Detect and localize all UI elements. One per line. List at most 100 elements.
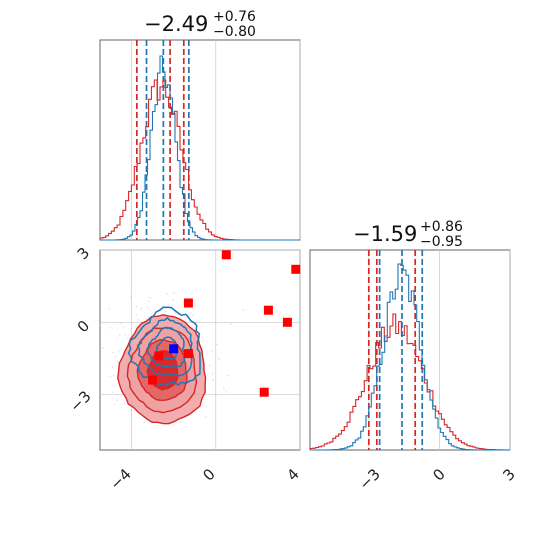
scatter-point <box>164 310 166 313</box>
joint-blue-contours <box>127 306 201 386</box>
scatter-point <box>123 333 126 336</box>
x-tick-label: 3 <box>499 465 518 484</box>
scatter-point <box>223 387 225 390</box>
scatter-point <box>117 360 119 363</box>
hist-param-1-panel: −2.49 +0.76 −0.80 <box>99 9 301 241</box>
scatter-point <box>149 296 151 299</box>
red-square-marker <box>259 387 269 397</box>
scatter-point <box>148 316 150 318</box>
hist-param-1-grid <box>131 40 301 240</box>
scatter-point <box>173 292 175 295</box>
scatter-point <box>119 322 122 324</box>
scatter-point <box>145 318 147 320</box>
scatter-point <box>215 343 218 346</box>
blue-contour <box>146 326 186 369</box>
scatter-point <box>116 399 118 402</box>
scatter-point <box>242 309 245 311</box>
x-tick-label: 4 <box>283 465 302 484</box>
scatter-point <box>204 416 207 418</box>
scatter-point <box>119 334 121 337</box>
joint-markers <box>148 250 301 397</box>
scatter-point <box>227 374 229 377</box>
scatter-point <box>225 390 227 393</box>
joint-red-contours <box>117 314 207 425</box>
scatter-point <box>230 323 232 325</box>
hist-param-1-err-plus: +0.76 <box>213 9 256 25</box>
scatter-point <box>212 379 214 381</box>
hist-param-2-grid <box>368 250 511 450</box>
hist-param-1-blue-histogram <box>100 55 300 241</box>
scatter-point <box>141 307 143 310</box>
scatter-point <box>111 366 114 368</box>
scatter-point <box>117 350 120 352</box>
scatter-point <box>123 326 125 329</box>
hist-param-2-tick-labels: −3 0 3 <box>355 465 518 493</box>
hist-param-2-red-histogram <box>309 313 510 451</box>
scatter-point <box>114 355 117 358</box>
red-square-marker <box>183 349 193 359</box>
scatter-point <box>143 421 145 424</box>
scatter-point <box>135 314 138 316</box>
scatter-point <box>102 347 104 350</box>
scatter-point <box>179 421 182 424</box>
hist-param-1-err-minus: −0.80 <box>213 24 256 40</box>
hist-param-1-red-histogram <box>99 79 300 241</box>
scatter-point <box>126 337 129 339</box>
x-tick-label: −3 <box>355 465 383 493</box>
scatter-point <box>148 300 150 303</box>
x-tick-label: 0 <box>199 465 218 484</box>
scatter-point <box>121 348 123 351</box>
scatter-point <box>109 375 111 378</box>
y-tick-label: 0 <box>74 317 93 336</box>
scatter-point <box>112 351 114 354</box>
y-tick-label: 3 <box>74 244 93 263</box>
red-square-marker <box>183 298 193 308</box>
scatter-point <box>166 293 169 295</box>
blue-square-marker <box>169 344 179 354</box>
scatter-point <box>130 295 132 298</box>
blue-contour <box>127 306 201 386</box>
scatter-point <box>111 327 113 329</box>
hist-param-2-title: −1.59 <box>353 222 417 246</box>
scatter-point <box>99 324 101 327</box>
x-tick-label: −4 <box>106 465 134 493</box>
hist-param-1-quantile-lines <box>135 40 190 240</box>
scatter-point <box>174 311 176 314</box>
blue-contour <box>136 316 194 377</box>
scatter-point <box>113 403 116 405</box>
scatter-point <box>202 339 205 342</box>
scatter-point <box>111 391 114 394</box>
scatter-point <box>212 372 214 375</box>
hist-param-1-frame <box>99 39 301 241</box>
hist-param-2-quantile-lines <box>367 250 424 450</box>
y-tick-label: −3 <box>66 387 94 415</box>
red-square-marker <box>263 305 273 315</box>
red-square-marker <box>282 317 292 327</box>
scatter-point <box>205 405 207 408</box>
hist-param-2-panel: −1.59 +0.86 −0.95 −3 0 3 <box>309 219 519 493</box>
scatter-point <box>172 299 174 301</box>
red-square-marker <box>221 250 231 260</box>
red-square-marker <box>148 375 158 385</box>
x-tick-label: 0 <box>429 465 448 484</box>
joint-panel: −4 0 4 3 0 −3 <box>66 244 303 494</box>
scatter-point <box>211 350 213 352</box>
scatter-point <box>123 402 126 405</box>
blue-contour <box>155 336 178 361</box>
scatter-point <box>225 321 227 324</box>
hist-param-1-title: −2.49 <box>144 12 208 36</box>
hist-param-2-blue-histogram <box>310 263 510 451</box>
hist-param-2-err-plus: +0.86 <box>420 219 463 235</box>
scatter-point <box>108 308 111 310</box>
scatter-point <box>146 307 149 310</box>
scatter-point <box>208 364 211 367</box>
scatter-point <box>218 358 220 361</box>
scatter-point <box>113 374 115 377</box>
joint-grid <box>100 249 301 450</box>
scatter-point <box>140 309 142 311</box>
scatter-point <box>137 318 139 321</box>
hist-param-2-err-minus: −0.95 <box>420 234 463 250</box>
scatter-point <box>192 314 194 317</box>
red-square-marker <box>291 264 301 274</box>
